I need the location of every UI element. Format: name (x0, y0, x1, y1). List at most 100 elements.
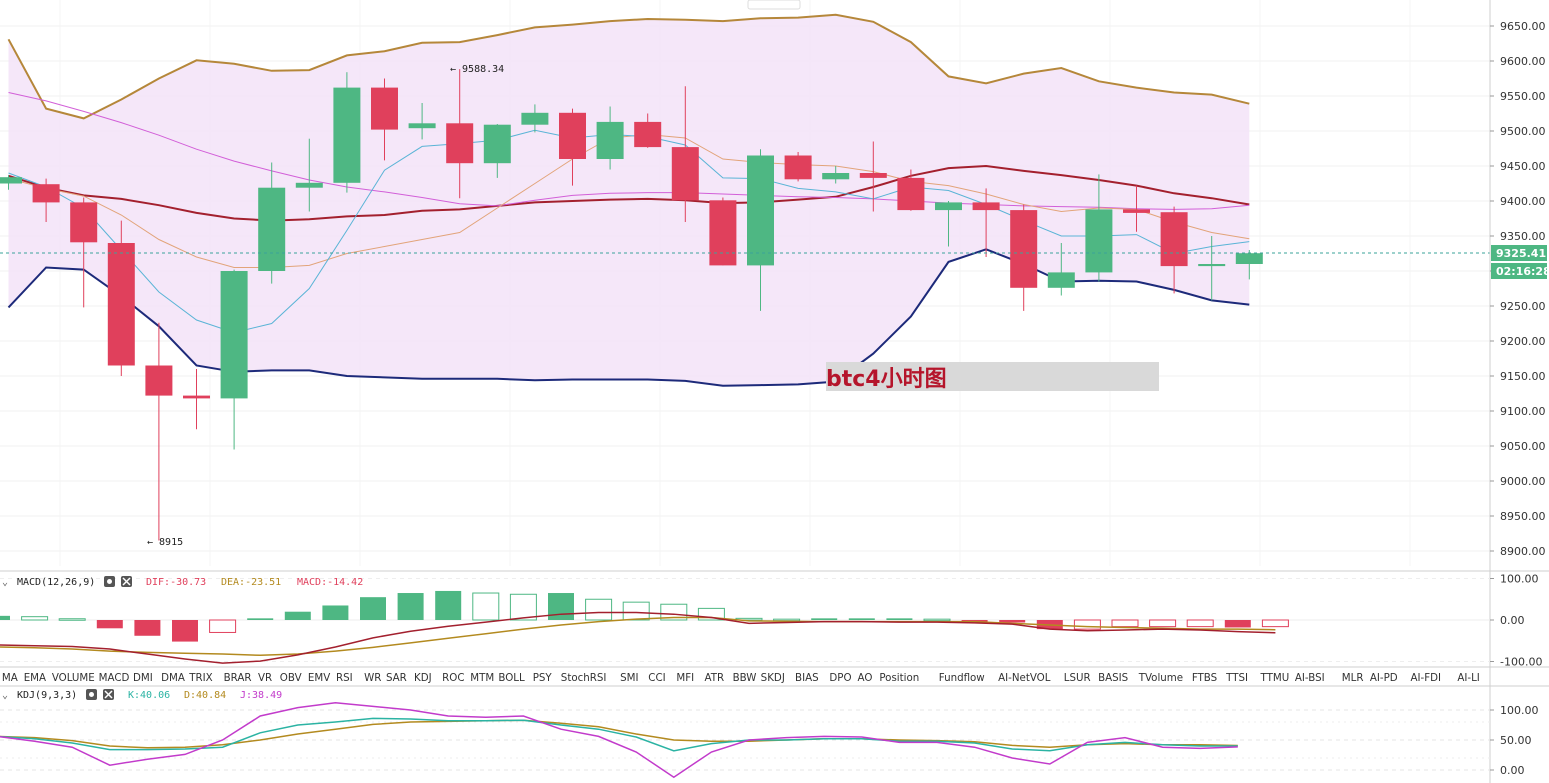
indicator-tab-position[interactable]: Position (879, 671, 919, 684)
indicator-tab-wr[interactable]: WR (364, 671, 382, 684)
kdj-d-line (0, 719, 1238, 749)
indicator-tab-kdj[interactable]: KDJ (414, 671, 432, 684)
indicator-tab-atr[interactable]: ATR (704, 671, 724, 684)
candle[interactable] (32, 178, 60, 222)
indicator-tab-label: BBW (733, 671, 757, 684)
indicator-tab-label: WR (364, 671, 382, 684)
indicator-tab-ma[interactable]: MA (2, 671, 19, 684)
candle[interactable] (333, 72, 361, 193)
candle[interactable] (1047, 243, 1075, 296)
price-axis[interactable]: 9650.00 9600.00 9550.00 9500.00 9450.00 9400.… (1490, 20, 1546, 558)
macd-bar (585, 598, 613, 621)
indicator-tab-dpo[interactable]: DPO (829, 671, 851, 684)
indicator-tab-volume[interactable]: VOLUME (52, 671, 95, 684)
indicator-tab-cci[interactable]: CCI (648, 671, 665, 684)
indicator-tab-obv[interactable]: OBV (280, 671, 303, 684)
indicator-tab-ai-netvol[interactable]: AI-NetVOL (998, 671, 1050, 684)
candle[interactable] (483, 124, 511, 178)
candle[interactable] (1160, 206, 1188, 294)
candle[interactable] (446, 69, 474, 199)
candle[interactable] (1235, 250, 1263, 280)
indicator-tab-brar[interactable]: BRAR (224, 671, 252, 684)
candle-body (972, 202, 1000, 211)
indicator-tab-label: MACD (99, 671, 130, 684)
indicator-tab-label: DMA (161, 671, 185, 684)
indicator-tab-ema[interactable]: EMA (24, 671, 47, 684)
candle[interactable] (258, 162, 286, 284)
indicator-tab-rsi[interactable]: RSI (336, 671, 353, 684)
indicator-tabs[interactable]: MA EMA VOLUME MACD DMI DMA TRIX BRAR VR OBV EMV RSI… (2, 671, 1480, 684)
indicator-tab-ao[interactable]: AO (858, 671, 873, 684)
indicator-tab-ai-li[interactable]: AI-LI (1457, 671, 1479, 684)
candle[interactable] (70, 197, 98, 308)
indicator-tab-dma[interactable]: DMA (161, 671, 185, 684)
kdj-tick-label: 50.00 (1500, 734, 1532, 747)
indicator-tab-mtm[interactable]: MTM (470, 671, 494, 684)
candle[interactable] (634, 113, 662, 148)
indicator-tab-ai-bsi[interactable]: AI-BSI (1295, 671, 1325, 684)
indicator-tab-fundflow[interactable]: Fundflow (939, 671, 985, 684)
indicator-tab-bbw[interactable]: BBW (733, 671, 757, 684)
candle[interactable] (521, 104, 549, 133)
macd-bar (848, 618, 875, 620)
candle[interactable] (784, 152, 812, 182)
scroll-handle[interactable] (747, 0, 801, 10)
indicator-tab-emv[interactable]: EMV (308, 671, 331, 684)
macd-tick-label: 0.00 (1500, 614, 1525, 627)
candle[interactable] (295, 138, 323, 212)
candle[interactable] (747, 149, 774, 311)
collapse-chevron-icon[interactable]: ⌄ (2, 577, 8, 588)
indicator-tab-boll[interactable]: BOLL (498, 671, 524, 684)
macd-bar (697, 607, 725, 621)
candle[interactable] (371, 78, 398, 161)
candle[interactable] (709, 197, 737, 266)
indicator-tab-smi[interactable]: SMI (620, 671, 638, 684)
candle[interactable] (220, 269, 248, 450)
indicator-tab-ttmu[interactable]: TTMU (1260, 671, 1290, 684)
indicator-tab-vr[interactable]: VR (258, 671, 273, 684)
indicator-tab-psy[interactable]: PSY (533, 671, 552, 684)
candle-body (70, 202, 98, 243)
kdj-collapse-chevron-icon[interactable]: ⌄ (2, 690, 8, 701)
indicator-tab-basis[interactable]: BASIS (1098, 671, 1128, 684)
candle[interactable] (183, 369, 210, 430)
indicator-tab-trix[interactable]: TRIX (188, 671, 212, 684)
candle[interactable] (0, 175, 22, 190)
indicator-tab-mlr[interactable]: MLR (1342, 671, 1364, 684)
candle[interactable] (972, 188, 1000, 257)
candle[interactable] (559, 108, 586, 186)
candle[interactable] (1123, 185, 1150, 232)
candle[interactable] (822, 166, 850, 184)
macd-bar (622, 601, 650, 621)
indicator-tab-sar[interactable]: SAR (386, 671, 407, 684)
indicator-tab-dmi[interactable]: DMI (133, 671, 153, 684)
macd-bar (284, 611, 311, 620)
candle[interactable] (145, 322, 173, 541)
indicator-tab-roc[interactable]: ROC (442, 671, 464, 684)
candle[interactable] (1085, 174, 1113, 282)
candle[interactable] (935, 201, 962, 247)
candle[interactable] (408, 103, 436, 140)
candle[interactable] (596, 106, 624, 170)
indicator-tab-bias[interactable]: BIAS (795, 671, 819, 684)
candle[interactable] (107, 220, 135, 376)
indicator-tab-macd[interactable]: MACD (99, 671, 130, 684)
indicator-tab-stochrsi[interactable]: StochRSI (561, 671, 607, 684)
indicator-tab-ttsi[interactable]: TTSI (1225, 671, 1248, 684)
indicator-tab-ai-pd[interactable]: AI-PD (1370, 671, 1398, 684)
indicator-tab-tvolume[interactable]: TVolume (1138, 671, 1183, 684)
indicator-tab-ai-fdi[interactable]: AI-FDI (1410, 671, 1441, 684)
candle[interactable] (859, 141, 887, 212)
candle[interactable] (1198, 236, 1226, 301)
indicator-tab-lsur[interactable]: LSUR (1064, 671, 1091, 684)
candle[interactable] (671, 86, 699, 222)
candlesticks[interactable] (0, 69, 1263, 541)
indicator-tab-skdj[interactable]: SKDJ (761, 671, 785, 684)
candle-body (784, 155, 812, 180)
candle[interactable] (897, 169, 925, 211)
indicator-tab-ftbs[interactable]: FTBS (1192, 671, 1218, 684)
candle[interactable] (1010, 204, 1038, 311)
indicator-tab-label: ATR (704, 671, 724, 684)
indicator-tab-mfi[interactable]: MFI (676, 671, 694, 684)
